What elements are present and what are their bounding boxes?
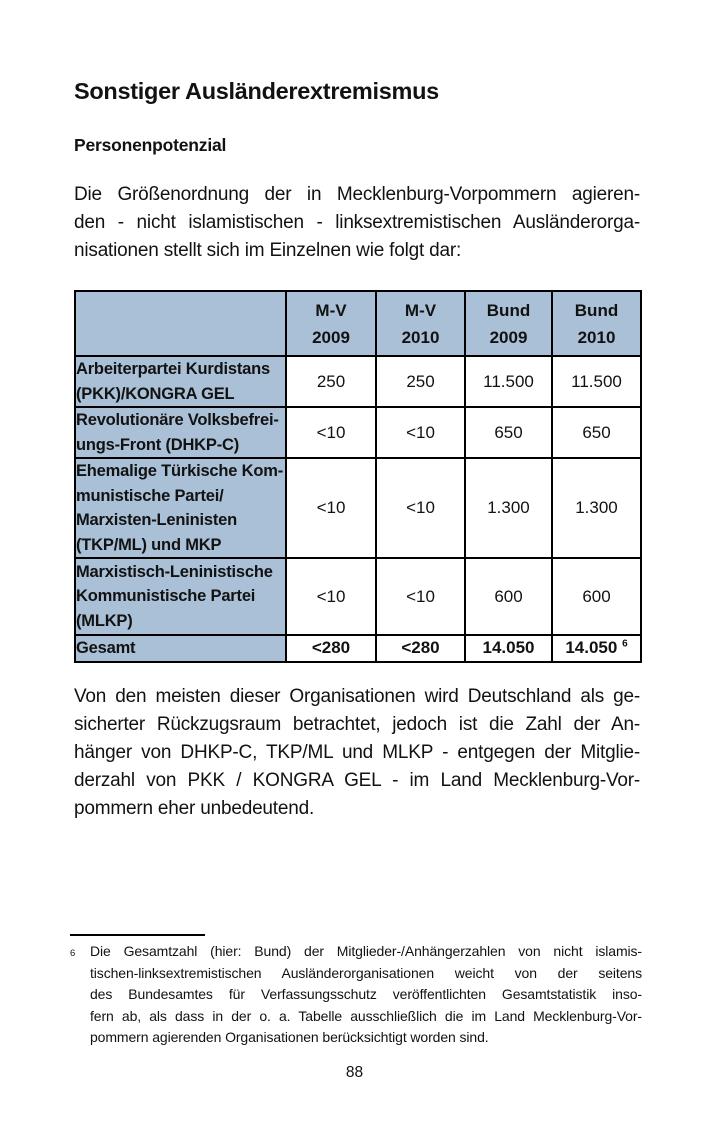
value-cell: <280: [285, 634, 377, 663]
personenpotenzial-table: M-V 2009 M-V 2010 Bund 2009 Bund 2010 Arbei…: [74, 290, 642, 663]
text-line: nisationen stellt sich im Einzelnen wie …: [74, 240, 462, 261]
value-cell: 650: [464, 406, 553, 459]
text-line: Von den meisten dieser Organisationen wi…: [74, 686, 640, 707]
page-number: 88: [345, 1064, 364, 1081]
body-paragraph: Von den meisten dieser Organisationen wi…: [74, 683, 640, 823]
table-row: Ehemalige Türkische Kom- munistische Par…: [74, 457, 642, 559]
value-cell: 600: [464, 557, 553, 636]
table-row: Marxistisch-Leninistische Kommunistische…: [74, 557, 642, 636]
row-label: Revolutionäre Volksbefrei- ungs-Front (D…: [74, 406, 287, 459]
value-cell: <10: [285, 557, 377, 636]
text-line: hänger von DHKP-C, TKP/ML und MLKP - ent…: [74, 742, 640, 763]
text-line: fern ab, als dass in der o. a. Tabelle a…: [90, 1007, 642, 1024]
column-header: Bund 2009: [464, 290, 553, 357]
row-label: Gesamt: [74, 634, 287, 663]
value-cell: 250: [375, 355, 466, 408]
value-cell: <280: [375, 634, 466, 663]
text-line: Die Größenordnung der in Mecklenburg-Vor…: [74, 184, 640, 205]
text-line: tischen-linksextremistischen Ausländeror…: [90, 964, 642, 981]
table-header: M-V 2009 M-V 2010 Bund 2009 Bund 2010: [74, 290, 642, 357]
footnote-text: Die Gesamtzahl (hier: Bund) der Mitglied…: [90, 941, 642, 1049]
value-cell: <10: [285, 457, 377, 559]
text-line: des Bundesamtes für Verfassungsschutz ve…: [90, 986, 642, 1003]
value-cell: 600: [551, 557, 642, 636]
row-label: Ehemalige Türkische Kom- munistische Par…: [74, 457, 287, 559]
table-header-row: M-V 2009 M-V 2010 Bund 2009 Bund 2010: [74, 290, 642, 357]
intro-paragraph: Die Größenordnung der in Mecklenburg-Vor…: [74, 181, 640, 265]
section-subtitle: Personenpotenzial: [74, 135, 227, 155]
column-header: Bund 2010: [551, 290, 642, 357]
value-cell: 11.500: [464, 355, 553, 408]
row-label: Arbeiterpartei Kurdistans (PKK)/KONGRA G…: [74, 355, 287, 408]
text-line: pommern eher unbedeutend.: [74, 798, 315, 819]
value-cell: <10: [285, 406, 377, 459]
table-corner-cell: [74, 290, 287, 357]
value-cell: 250: [285, 355, 377, 408]
footnote-divider: [70, 934, 205, 936]
row-label: Marxistisch-Leninistische Kommunistische…: [74, 557, 287, 636]
column-header: M-V 2009: [285, 290, 377, 357]
table-row: Arbeiterpartei Kurdistans (PKK)/KONGRA G…: [74, 355, 642, 408]
value-cell: 14.050 6: [551, 634, 642, 663]
page-title: Sonstiger Ausländerextremismus: [74, 78, 439, 104]
text-line: sicherter Rückzugsraum betrachtet, jedoc…: [74, 714, 640, 735]
table-row: Gesamt <280 <280 14.050 14.050 6: [74, 634, 642, 663]
value-cell: <10: [375, 406, 466, 459]
value-cell: 14.050: [464, 634, 553, 663]
table-row: Revolutionäre Volksbefrei- ungs-Front (D…: [74, 406, 642, 459]
value-cell: 11.500: [551, 355, 642, 408]
column-header: M-V 2010: [375, 290, 466, 357]
text-line: den - nicht islamistischen - linksextrem…: [74, 212, 640, 233]
text-line: pommern agierenden Organisationen berück…: [90, 1029, 489, 1046]
text-line: Die Gesamtzahl (hier: Bund) der Mitglied…: [90, 943, 642, 959]
value-cell: 1.300: [464, 457, 553, 559]
footnote-reference: 6: [622, 638, 628, 650]
table-body: Arbeiterpartei Kurdistans (PKK)/KONGRA G…: [74, 355, 642, 663]
footnote-marker: 6: [70, 948, 76, 959]
value-cell: 1.300: [551, 457, 642, 559]
value-cell: 650: [551, 406, 642, 459]
footnote: 6 Die Gesamtzahl (hier: Bund) der Mitgli…: [70, 941, 642, 1049]
text-line: derzahl von PKK / KONGRA GEL - im Land M…: [74, 770, 640, 791]
value-cell: <10: [375, 557, 466, 636]
value-cell: <10: [375, 457, 466, 559]
